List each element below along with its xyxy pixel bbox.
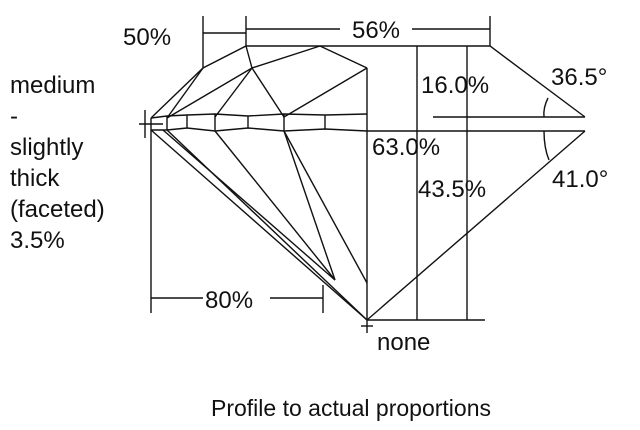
girdle-line: - xyxy=(10,103,18,130)
crown-facets xyxy=(150,45,368,132)
girdle-line: thick xyxy=(10,165,60,192)
lower-half-label: 80% xyxy=(205,287,253,314)
crown-width-label: 50% xyxy=(123,24,171,51)
girdle-line: 3.5% xyxy=(10,227,65,254)
dimension-lines xyxy=(139,16,550,333)
girdle-line: slightly xyxy=(10,134,83,161)
caption: Profile to actual proportions xyxy=(211,395,491,421)
pavilion-angle-label: 41.0° xyxy=(552,166,608,193)
diamond-outline xyxy=(150,45,586,321)
girdle-line: medium xyxy=(10,72,95,99)
pavilion-depth-label: 43.5% xyxy=(418,176,486,203)
culet-label: none xyxy=(377,329,430,356)
table-label: 56% xyxy=(352,17,400,44)
girdle-label: medium - slightly thick (faceted) 3.5% xyxy=(10,72,105,254)
total-depth-label: 63.0% xyxy=(372,134,440,161)
crown-height-label: 16.0% xyxy=(421,72,489,99)
pavilion-facets xyxy=(162,129,368,321)
girdle-line: (faceted) xyxy=(10,196,105,223)
crown-angle-label: 36.5° xyxy=(551,64,607,91)
